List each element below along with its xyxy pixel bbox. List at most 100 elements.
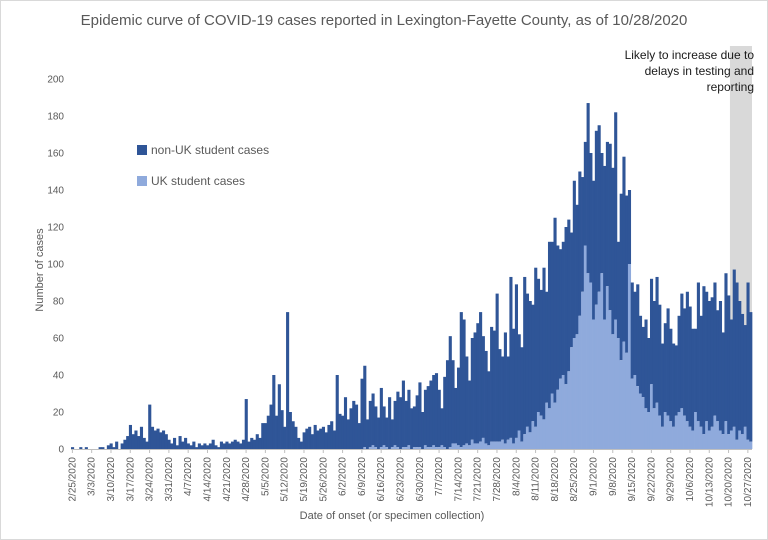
- bar-uk: [534, 426, 538, 449]
- bar-uk: [479, 441, 483, 449]
- bar-non-uk: [622, 156, 626, 342]
- bar-non-uk: [363, 365, 367, 448]
- bar-uk: [625, 352, 629, 449]
- x-tick-label: 5/12/2020: [280, 457, 291, 502]
- x-tick-label: 8/18/2020: [550, 457, 561, 502]
- bar-non-uk: [556, 245, 560, 390]
- x-tick-label: 10/13/2020: [704, 457, 715, 507]
- bar-non-uk: [716, 310, 720, 422]
- bar-uk: [498, 441, 502, 449]
- bar-non-uk: [627, 190, 632, 264]
- bar-non-uk: [605, 141, 609, 287]
- bar-non-uk: [241, 439, 246, 449]
- bar-non-uk: [616, 241, 621, 338]
- bar-non-uk: [324, 432, 328, 449]
- bar-non-uk: [592, 180, 596, 320]
- bar-non-uk: [672, 343, 676, 427]
- legend-label-uk: UK student cases: [151, 174, 246, 188]
- x-tick-label: 7/14/2020: [453, 457, 464, 502]
- bar-uk: [570, 347, 574, 449]
- bar-non-uk: [272, 375, 276, 449]
- x-tick-label: 10/20/2020: [724, 457, 735, 507]
- bar-non-uk: [699, 315, 703, 427]
- bar-non-uk: [685, 291, 689, 422]
- bar-uk: [473, 443, 477, 449]
- bar-non-uk: [161, 430, 166, 449]
- bar-non-uk: [506, 356, 510, 440]
- bar-non-uk: [641, 326, 645, 398]
- bar-uk: [514, 437, 518, 449]
- y-tick-label: 60: [53, 334, 65, 345]
- bar-uk: [707, 430, 711, 449]
- bar-non-uk: [680, 293, 684, 409]
- bar-non-uk: [661, 343, 665, 427]
- bar-non-uk: [250, 437, 254, 449]
- bar-non-uk: [655, 276, 659, 403]
- bar-uk: [382, 445, 386, 449]
- x-tick-label: 5/5/2020: [260, 457, 271, 496]
- bar-non-uk: [705, 291, 709, 422]
- bar-non-uk: [203, 443, 207, 449]
- bar-non-uk: [258, 437, 262, 449]
- bar-non-uk: [393, 400, 397, 446]
- bar-non-uk: [208, 443, 212, 449]
- bar-uk: [685, 421, 689, 449]
- x-tick-label: 4/7/2020: [183, 457, 194, 496]
- bar-uk: [614, 319, 618, 449]
- bar-non-uk: [106, 445, 110, 449]
- x-tick-label: 6/16/2020: [376, 457, 387, 502]
- bar-non-uk: [583, 141, 587, 246]
- x-tick-label: 4/21/2020: [222, 457, 233, 502]
- shaded-region-label: Likely to increase due to delays in test…: [624, 48, 754, 94]
- bar-non-uk: [603, 165, 607, 320]
- bar-non-uk: [79, 447, 83, 449]
- y-tick-label: 40: [53, 371, 65, 382]
- bar-non-uk: [434, 373, 439, 448]
- bar-non-uk: [153, 430, 157, 449]
- bar-uk: [644, 408, 648, 449]
- bar-non-uk: [421, 412, 425, 449]
- bar-uk: [749, 441, 753, 449]
- x-tick-label: 6/2/2020: [338, 457, 349, 496]
- bar-non-uk: [572, 180, 576, 338]
- bar-non-uk: [586, 103, 590, 274]
- bar-non-uk: [115, 441, 119, 449]
- bar-non-uk: [476, 323, 480, 444]
- bar-non-uk: [294, 426, 298, 449]
- bar-non-uk: [512, 328, 516, 444]
- bar-non-uk: [633, 291, 637, 375]
- bar-uk: [462, 445, 466, 449]
- bar-non-uk: [404, 400, 408, 448]
- bar-non-uk: [167, 439, 171, 449]
- x-tick-label: 3/31/2020: [164, 457, 175, 502]
- bar-uk: [432, 445, 436, 449]
- bar-uk: [658, 415, 662, 449]
- bar-uk: [401, 447, 405, 449]
- bar-uk: [481, 437, 485, 449]
- bar-non-uk: [561, 241, 565, 375]
- bar-uk: [705, 421, 709, 449]
- x-tick-label: 5/19/2020: [299, 457, 310, 502]
- bar-uk: [559, 378, 563, 449]
- bar-uk: [501, 439, 505, 449]
- bar-non-uk: [211, 439, 215, 449]
- y-tick-label: 160: [47, 149, 64, 160]
- bar-uk: [691, 430, 695, 449]
- bar-non-uk: [567, 219, 571, 372]
- bar-non-uk: [109, 443, 113, 449]
- bar-non-uk: [186, 443, 190, 449]
- bar-non-uk: [597, 125, 601, 292]
- bar-non-uk: [228, 443, 232, 449]
- bar-uk: [724, 421, 728, 449]
- bar-non-uk: [164, 434, 168, 449]
- bar-uk: [702, 434, 706, 449]
- bar-uk: [371, 445, 375, 449]
- bar-uk: [583, 245, 587, 449]
- bar-non-uk: [239, 443, 243, 449]
- bar-uk: [374, 447, 378, 449]
- bar-non-uk: [330, 421, 334, 449]
- bar-non-uk: [484, 350, 488, 444]
- bar-non-uk: [230, 441, 235, 449]
- bar-non-uk: [696, 282, 700, 422]
- x-tick-label: 3/24/2020: [145, 457, 156, 502]
